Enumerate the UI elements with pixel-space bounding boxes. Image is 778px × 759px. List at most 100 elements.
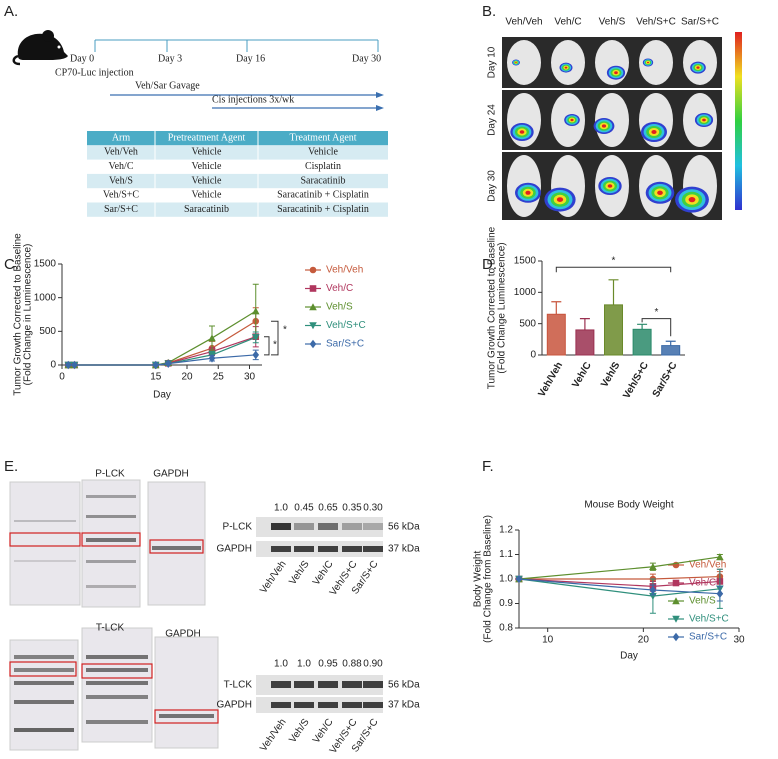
image-column-label: Sar/S+C [681, 17, 719, 28]
signal [564, 66, 568, 69]
band [14, 668, 74, 672]
x-tick-label: 30 [733, 635, 745, 646]
point [164, 359, 172, 368]
membrane [9, 481, 81, 606]
highlight-box [9, 532, 81, 547]
highlight-box [9, 661, 77, 677]
ratio: 0.35 [342, 503, 362, 514]
bar [575, 329, 595, 356]
band [342, 523, 362, 530]
ratio: 0.45 [294, 503, 314, 514]
table-cell: Cisplatin [305, 161, 341, 172]
legend-label: Veh/S [326, 302, 353, 313]
lane-label: Veh/Veh [258, 559, 288, 596]
legend-label: Veh/S [689, 596, 716, 607]
ratio: 0.88 [342, 659, 362, 670]
error-bar [551, 301, 562, 315]
table-row-bg [87, 173, 388, 189]
arrow-label: Veh/Sar Gavage [135, 80, 200, 91]
table-row-bg [87, 202, 388, 217]
y-axis-label: Tumor Growth Corrected to Baseline [13, 233, 24, 396]
x-tick-label: Sar/S+C [651, 360, 680, 399]
table-cell: Vehicle [308, 147, 339, 158]
point [649, 585, 657, 595]
band [86, 695, 148, 699]
x-tick-label: 10 [542, 635, 554, 646]
signal [688, 197, 696, 203]
y-tick-label: 1000 [34, 292, 57, 303]
point [251, 307, 260, 315]
blot-label: P-LCK [223, 522, 253, 533]
band [86, 495, 136, 498]
band [318, 681, 338, 688]
arrows [110, 92, 384, 111]
point [152, 360, 160, 370]
table-cell: Vehicle [192, 161, 223, 172]
ratio: 1.0 [274, 659, 288, 670]
band [86, 585, 136, 588]
band [363, 523, 383, 530]
legend-marker [309, 339, 317, 349]
signal [607, 184, 613, 188]
x-tick-label: 0 [59, 372, 65, 383]
band [14, 700, 74, 704]
x-tick-label: Veh/S+C [621, 360, 651, 400]
error-bar [579, 318, 590, 330]
point [208, 353, 216, 363]
y-axis-label: (Fold Change from Baseline) [483, 515, 494, 643]
band [152, 546, 201, 550]
y-tick-label: 0.8 [499, 623, 513, 634]
y-tick-label: 1000 [514, 287, 537, 298]
band [294, 702, 314, 708]
x-tick-label: 20 [181, 372, 193, 383]
size-label: 56 kDa [388, 522, 420, 533]
y-tick-label: 1.1 [499, 549, 513, 560]
table-cell: Saracatinib + Cisplatin [277, 190, 369, 201]
size-label: 37 kDa [388, 700, 420, 711]
band [294, 681, 314, 688]
y-tick-label: 0.9 [499, 598, 513, 609]
bar [604, 304, 623, 356]
point [208, 334, 216, 342]
bar [632, 328, 652, 356]
band [86, 668, 148, 672]
x-tick-label: 15 [150, 372, 162, 383]
timeline-day: Day 16 [236, 53, 265, 64]
point [252, 350, 260, 360]
panel-label: C. [4, 256, 19, 273]
table-cell: Veh/S+C [103, 190, 140, 201]
panel-label: B. [482, 3, 496, 20]
band [271, 702, 291, 708]
legend-label: Sar/S+C [689, 632, 727, 643]
table-cell: Saracatinib + Cisplatin [277, 204, 369, 215]
ratio: 1.0 [297, 659, 311, 670]
bar [546, 313, 566, 356]
annotation: * [654, 307, 658, 318]
x-tick-label: 30 [244, 372, 256, 383]
band [294, 546, 314, 552]
band [86, 655, 148, 659]
bar [661, 345, 681, 356]
table-cell: Vehicle [192, 175, 223, 186]
signal [570, 118, 574, 122]
membrane [154, 636, 219, 749]
image-column-label: Veh/Veh [505, 17, 542, 28]
x-tick-label: Veh/Veh [536, 360, 565, 399]
y-tick-label: 1.0 [499, 574, 513, 585]
signal [525, 190, 531, 195]
signal [651, 130, 657, 134]
bracket [641, 318, 672, 337]
membrane [147, 481, 206, 606]
legend-label: Veh/Veh [689, 560, 726, 571]
timeline-day: Day 3 [158, 53, 182, 64]
y-tick-label: 1500 [34, 259, 57, 270]
x-axis-label: Day [153, 390, 171, 401]
legend-marker [672, 615, 680, 623]
table-cell: Saracatinib [184, 204, 229, 215]
table-cell: Sar/S+C [104, 204, 138, 215]
x-tick-label: Veh/C [570, 360, 593, 390]
y-tick-label: 1.2 [499, 525, 513, 536]
table-header-bg [87, 131, 388, 146]
band [363, 702, 383, 708]
